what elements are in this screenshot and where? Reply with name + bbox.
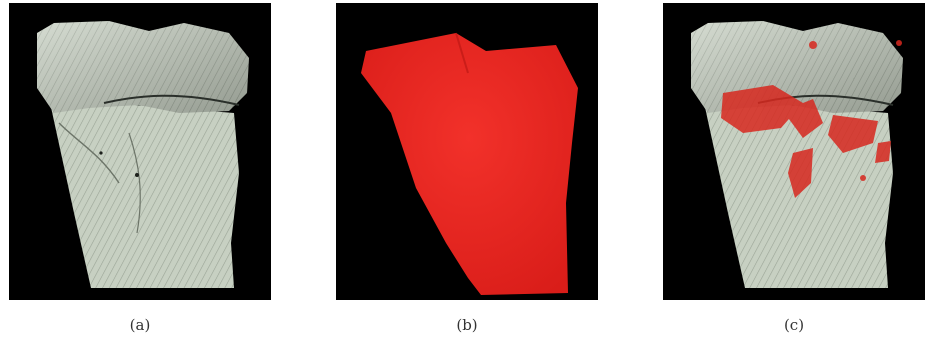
panel-a-image (9, 3, 271, 300)
bone-shaft (49, 98, 239, 288)
panel-b-image (336, 3, 598, 300)
caption-a: (a) (129, 316, 151, 334)
caption-c: (c) (783, 316, 805, 334)
caption-b: (b) (456, 316, 478, 334)
red-highlights (721, 40, 902, 198)
red-volume-shape (361, 33, 578, 295)
bone-render-c (691, 21, 903, 288)
panel-c-image (663, 3, 925, 300)
bone-render-a (37, 21, 249, 288)
red-volume-b (361, 32, 578, 295)
joint-line (103, 94, 240, 106)
